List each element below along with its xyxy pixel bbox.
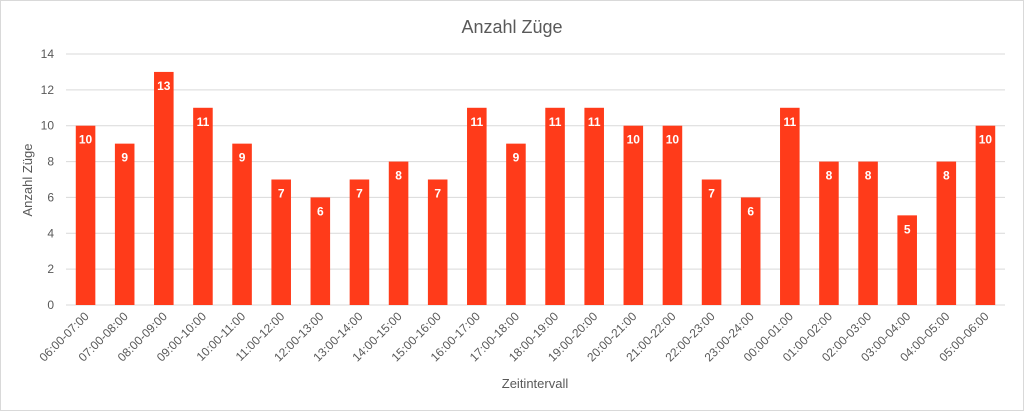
bar xyxy=(819,161,839,305)
bar xyxy=(975,125,996,305)
y-tick-label: 4 xyxy=(47,226,54,240)
bar xyxy=(662,125,683,305)
data-label: 9 xyxy=(121,151,128,165)
data-label: 11 xyxy=(588,115,601,129)
x-axis-label: Zeitintervall xyxy=(502,376,569,391)
data-label: 9 xyxy=(513,151,520,165)
bar xyxy=(154,71,174,305)
bar xyxy=(232,143,252,305)
bar xyxy=(388,161,409,305)
bar xyxy=(271,179,291,305)
bar xyxy=(858,161,878,305)
data-label: 10 xyxy=(79,133,93,147)
bar xyxy=(114,143,135,305)
bar xyxy=(584,107,604,306)
bar xyxy=(310,197,331,305)
data-label: 11 xyxy=(549,115,562,129)
data-label: 11 xyxy=(197,115,210,129)
data-label: 11 xyxy=(470,115,483,129)
y-tick-label: 8 xyxy=(47,155,54,169)
data-label: 7 xyxy=(708,187,715,201)
bar xyxy=(545,107,565,306)
chart-title: Anzahl Züge xyxy=(461,17,562,37)
bar xyxy=(780,107,800,306)
bar xyxy=(75,125,96,305)
bar xyxy=(427,179,448,305)
data-label: 7 xyxy=(278,187,285,201)
data-label: 8 xyxy=(865,169,872,183)
data-label: 10 xyxy=(627,133,641,147)
y-tick-label: 14 xyxy=(41,47,55,61)
data-label: 7 xyxy=(434,187,441,201)
bar xyxy=(740,197,761,305)
y-tick-label: 2 xyxy=(47,262,54,276)
bar xyxy=(936,161,957,305)
data-label: 13 xyxy=(157,79,171,93)
data-label: 10 xyxy=(666,133,680,147)
y-tick-label: 12 xyxy=(41,83,55,97)
bar xyxy=(506,143,526,305)
bar xyxy=(897,215,917,305)
data-label: 7 xyxy=(356,187,363,201)
bar xyxy=(193,107,213,306)
data-label: 6 xyxy=(317,204,324,218)
data-label: 11 xyxy=(783,115,796,129)
data-label: 10 xyxy=(979,133,993,147)
data-label: 5 xyxy=(904,222,911,236)
data-label: 8 xyxy=(395,169,402,183)
data-label: 9 xyxy=(239,151,246,165)
data-label: 6 xyxy=(747,204,754,218)
y-axis-label: Anzahl Züge xyxy=(20,144,35,217)
y-tick-label: 6 xyxy=(47,190,54,204)
data-label: 8 xyxy=(943,169,950,183)
data-label: 8 xyxy=(826,169,833,183)
bar xyxy=(467,107,487,306)
bar xyxy=(623,125,644,305)
bar xyxy=(349,179,370,305)
y-tick-label: 10 xyxy=(41,119,55,133)
bar xyxy=(701,179,722,305)
y-tick-label: 0 xyxy=(47,298,54,312)
